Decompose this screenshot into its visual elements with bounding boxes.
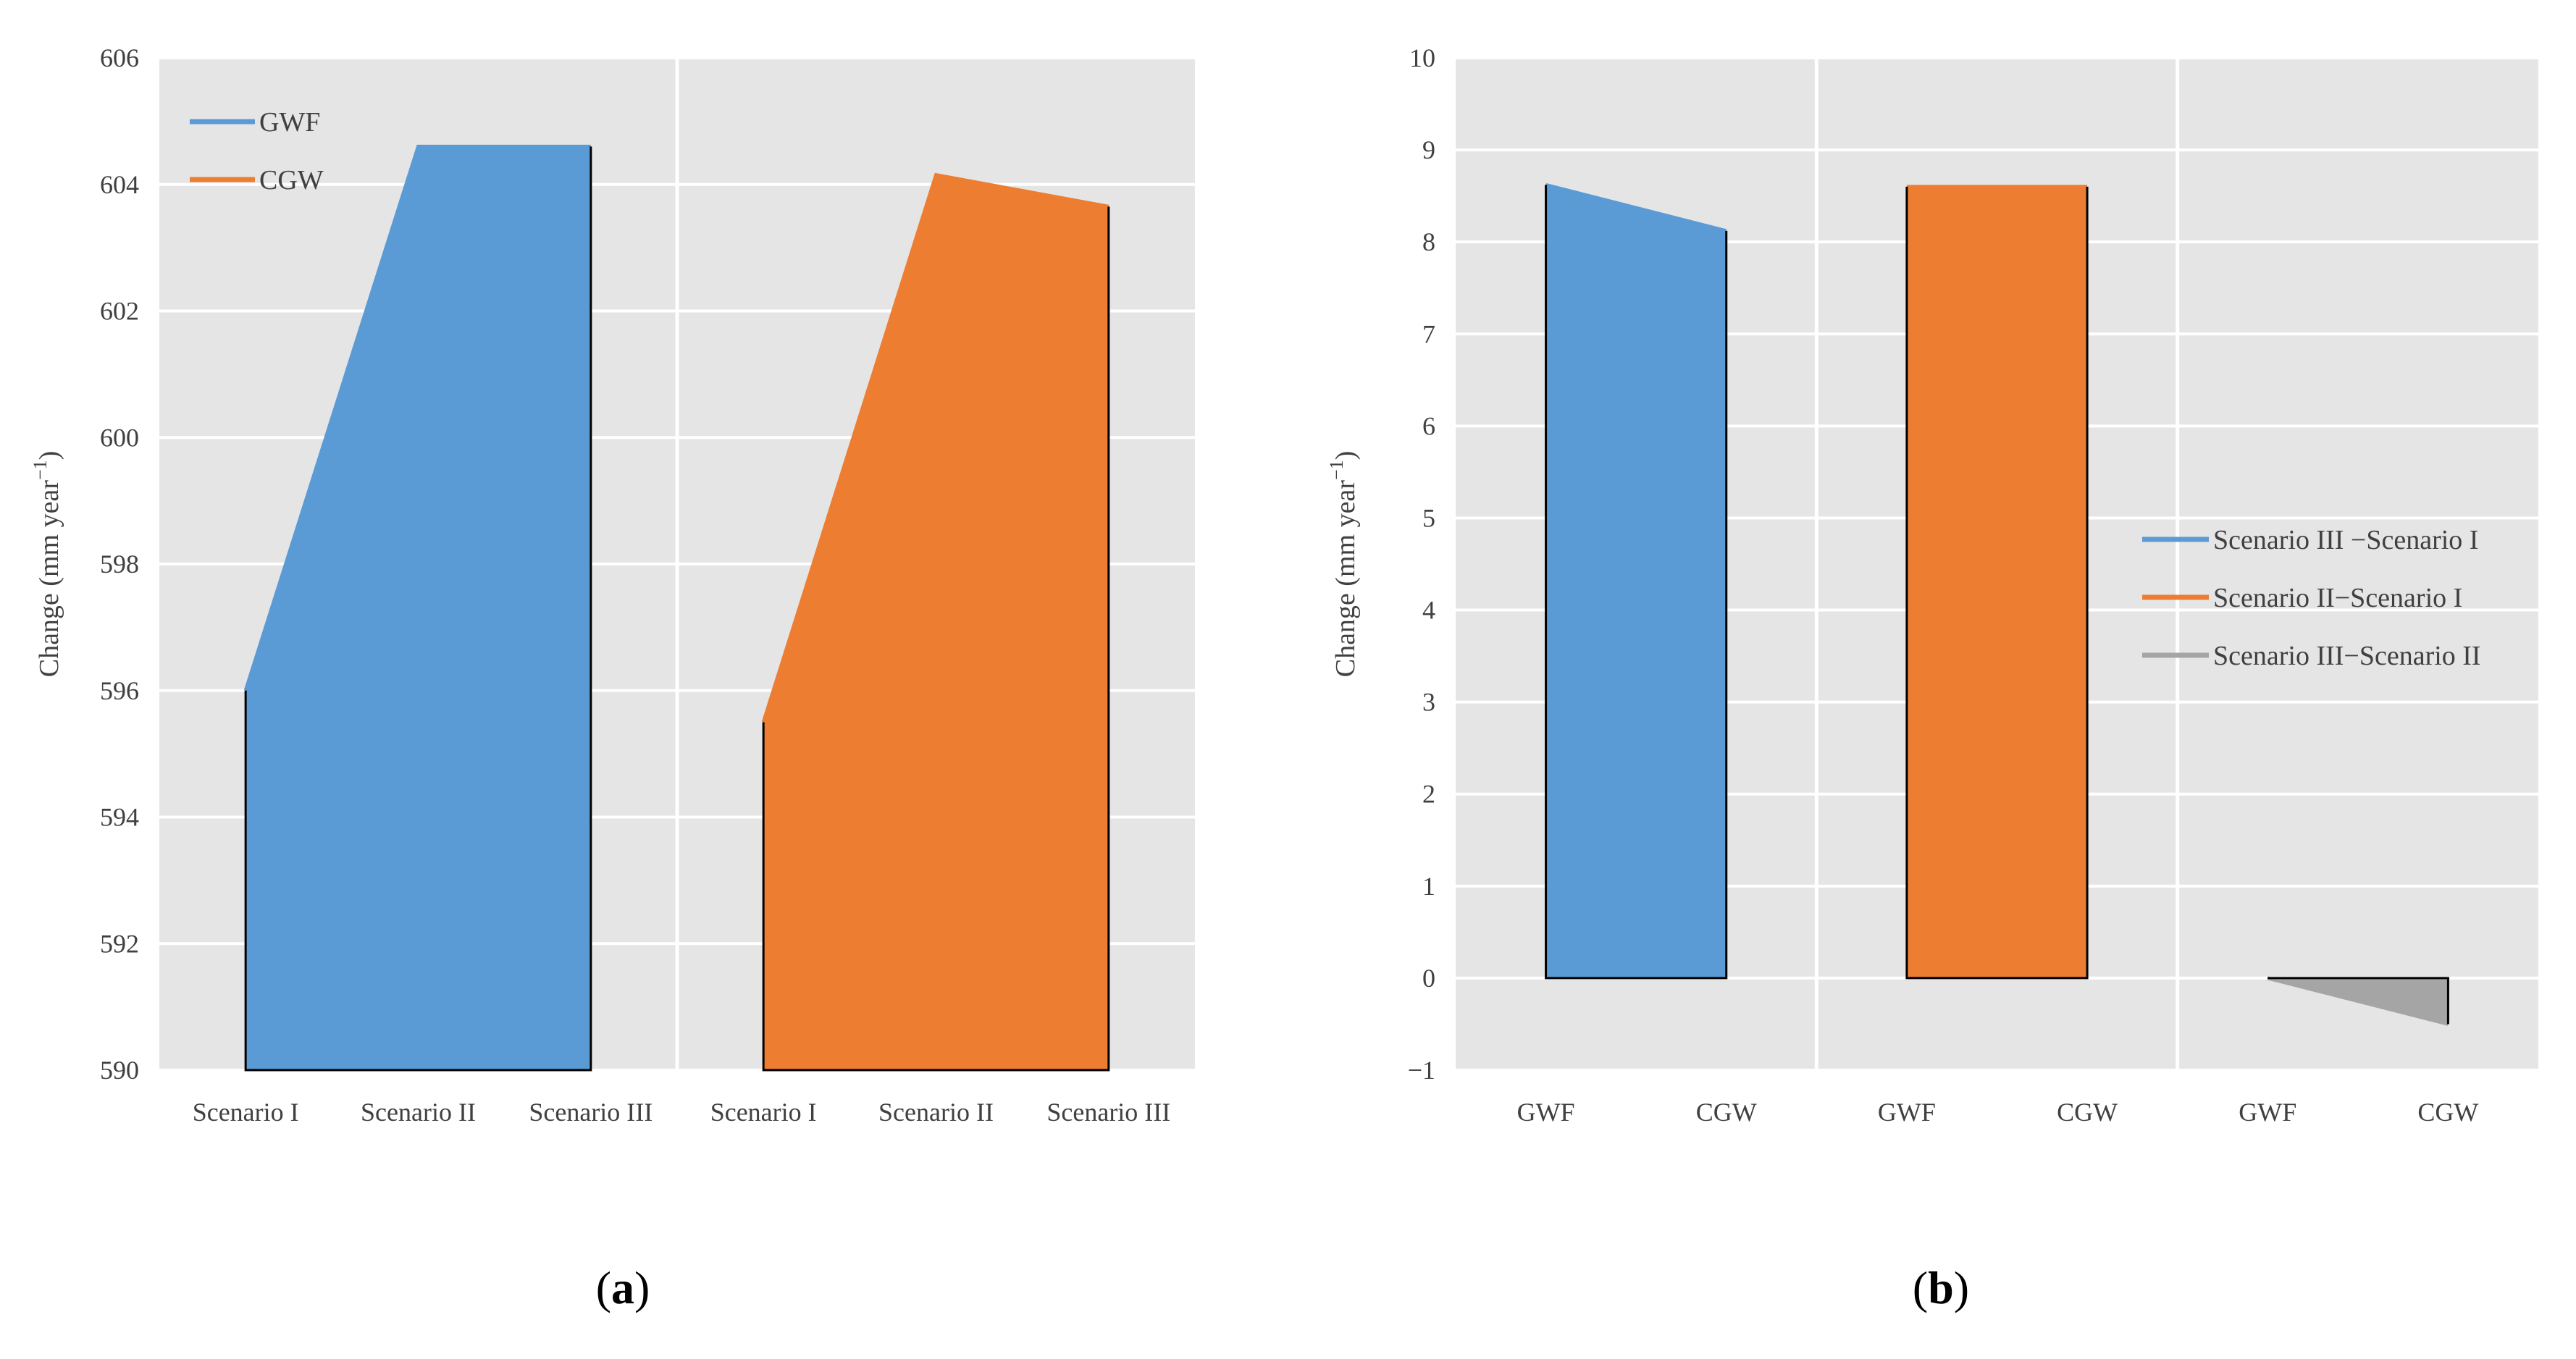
area-outline xyxy=(1545,185,1728,980)
series-line xyxy=(2267,976,2449,1026)
series-line xyxy=(1545,182,1727,233)
x-tick-label: Scenario I xyxy=(193,1098,299,1127)
x-tick-label: Scenario II xyxy=(878,1098,994,1127)
x-tick-label: Scenario III xyxy=(529,1098,653,1127)
y-tick-label: 606 xyxy=(100,43,139,72)
y-tick-label: 1 xyxy=(1422,872,1435,901)
y-tick-label: 592 xyxy=(100,929,139,958)
y-tick-label: 0 xyxy=(1422,964,1435,993)
legend-label: Scenario III −Scenario I xyxy=(2213,525,2478,555)
y-tick-label: 4 xyxy=(1422,596,1435,625)
y-tick-label: 590 xyxy=(100,1056,139,1085)
area-outline xyxy=(762,206,1110,1072)
y-tick-label: 596 xyxy=(100,676,139,705)
y-tick-label: 7 xyxy=(1422,319,1435,348)
legend-label: Scenario II−Scenario I xyxy=(2213,583,2462,613)
panel-b-label: (b) xyxy=(1913,1262,1969,1313)
area-outline xyxy=(244,146,592,1072)
area-scenario-ii-scenario-i xyxy=(1906,186,2088,978)
y-tick-label: 8 xyxy=(1422,227,1435,256)
x-tick-label: GWF xyxy=(2239,1098,2296,1127)
x-tick-label: CGW xyxy=(2057,1098,2118,1127)
y-tick-label: 602 xyxy=(100,297,139,326)
y-tick-label: 2 xyxy=(1422,780,1435,809)
series-line xyxy=(243,144,591,691)
x-tick-label: Scenario III xyxy=(1046,1098,1170,1127)
x-tick-label: Scenario II xyxy=(361,1098,476,1127)
legend-label: CGW xyxy=(259,165,324,195)
y-tick-label: 598 xyxy=(100,550,139,578)
chart-panel-b: −1 0 1 2 3 4 5 6 7 8 9 10 GWF CGW GWF CGW GWF CGW Change (… xyxy=(1326,43,2538,1127)
legend-label: Scenario III−Scenario II xyxy=(2213,641,2481,671)
area-outline xyxy=(2267,977,2449,1024)
area-cgw xyxy=(763,174,1109,1070)
x-tick-label: GWF xyxy=(1517,1098,1575,1127)
area-scenario-iii-scenario-i xyxy=(1545,185,1727,978)
panel-a-label: (a) xyxy=(596,1262,650,1313)
y-tick-label: 9 xyxy=(1422,135,1435,164)
area-outline xyxy=(1905,186,2089,980)
y-tick-label: 600 xyxy=(100,423,139,452)
legend-label: GWF xyxy=(259,107,320,138)
panel-a-letter: a xyxy=(611,1262,634,1313)
chart-panel-a: 590 592 594 596 598 600 602 604 606 Scenario I Sce… xyxy=(30,43,1195,1127)
y-tick-label: 5 xyxy=(1422,503,1435,532)
y-axis-title: Change (mm year−1) xyxy=(1326,451,1361,678)
y-tick-label: 3 xyxy=(1422,688,1435,717)
x-tick-label: CGW xyxy=(1696,1098,1757,1127)
x-tick-label: CGW xyxy=(2417,1098,2478,1127)
y-axis-title: Change (mm year−1) xyxy=(30,451,64,678)
y-tick-label: −1 xyxy=(1408,1056,1435,1085)
area-gwf xyxy=(246,146,591,1071)
y-tick-label: 6 xyxy=(1422,411,1435,440)
panel-b-letter: b xyxy=(1928,1262,1954,1313)
y-tick-label: 594 xyxy=(100,803,139,832)
x-tick-label: GWF xyxy=(1878,1098,1936,1127)
series-line xyxy=(761,172,1109,723)
y-tick-label: 604 xyxy=(100,170,139,199)
x-tick-label: Scenario I xyxy=(710,1098,817,1127)
y-tick-label: 10 xyxy=(1409,43,1435,72)
